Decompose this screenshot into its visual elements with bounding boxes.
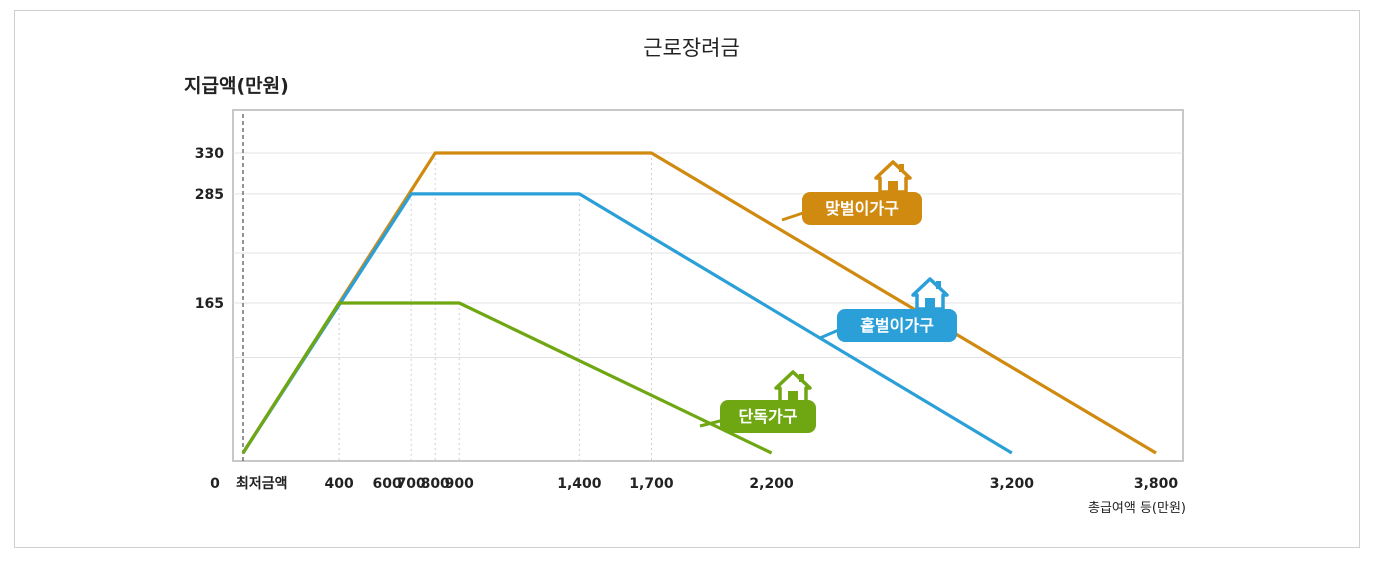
y-tick-label: 165 [195,296,224,312]
house-chimney [799,374,804,382]
series-label-box [802,192,922,225]
series-label-box [837,309,957,342]
plot-box [232,109,1184,462]
x-tick-label: 1,700 [629,476,674,492]
x-tick-label: 3,800 [1134,476,1179,492]
x-tick-label: 2,200 [749,476,794,492]
chart-title: 근로장려금 [643,36,740,60]
x-tick-label: 3,200 [990,476,1035,492]
x-tick-label: 800 [421,476,450,492]
house-icon [874,160,912,194]
series-label-box [720,400,816,433]
house-icon [774,370,812,404]
y-axis-label: 지급액(만원) [184,75,289,97]
house-chimney [936,281,941,289]
x-origin-label: 0 [210,476,220,492]
house-door [888,181,898,192]
house-door [788,391,798,402]
y-tick-label: 330 [195,146,224,162]
series-label: 홑벌이가구 [860,316,934,335]
x-tick-label: 700 [397,476,426,492]
series-line [241,301,773,455]
house-door [925,298,935,309]
x-tick-label: 900 [445,476,474,492]
house-chimney [899,164,904,172]
series-label: 단독가구 [739,407,798,426]
x-axis-label: 총급여액 등(만원) [1088,501,1186,516]
x-tick-label: 600 [373,476,402,492]
x-tick-label: 400 [324,476,353,492]
x-min-label: 최저금액 [236,475,288,492]
series-label: 맞벌이가구 [825,199,899,218]
y-tick-label: 285 [195,187,224,203]
x-tick-label: 1,400 [557,476,602,492]
house-icon [911,277,949,311]
